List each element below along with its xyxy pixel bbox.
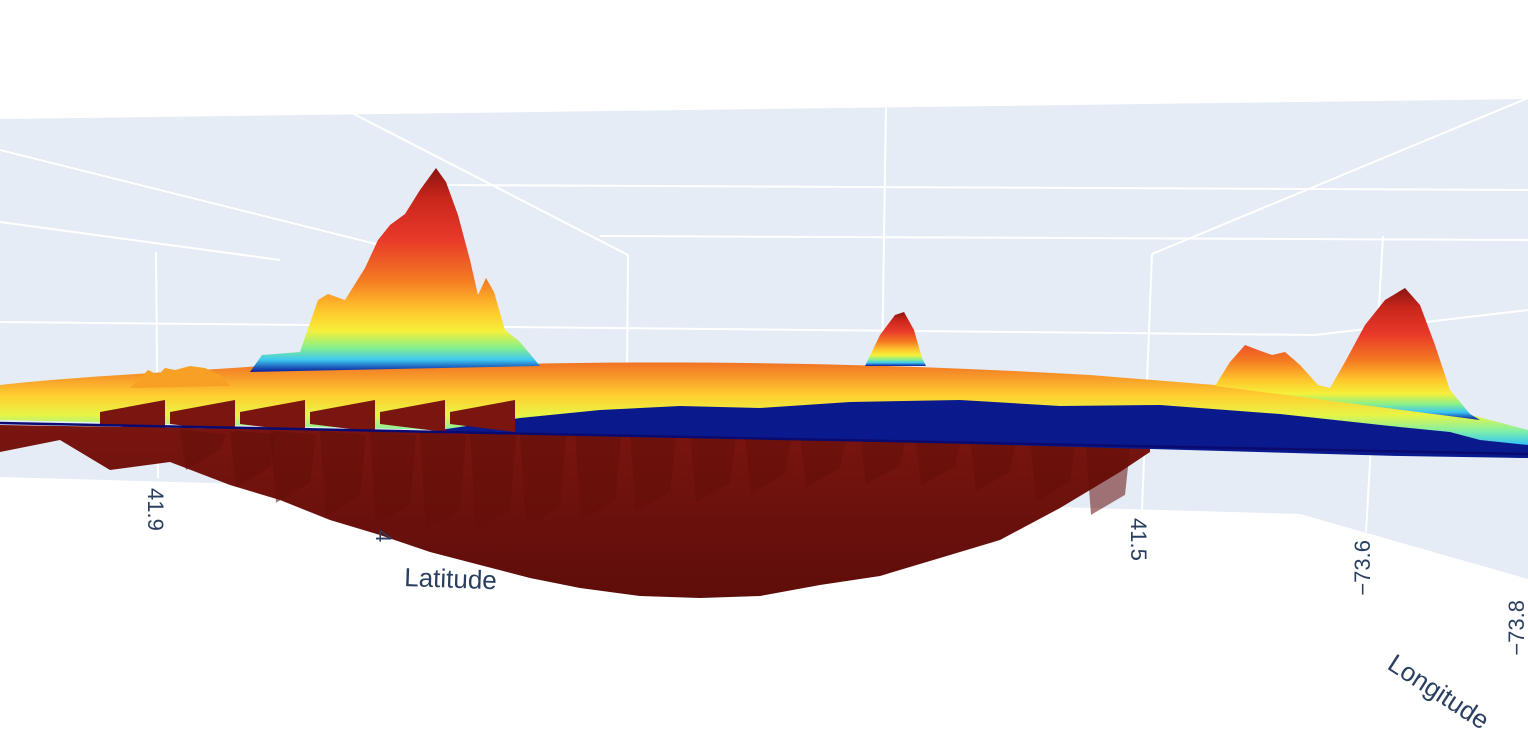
surface-fin bbox=[800, 433, 846, 488]
grid-line bbox=[599, 235, 1528, 241]
surface-wedge bbox=[240, 400, 305, 432]
surface-fin bbox=[745, 433, 791, 494]
x-tick-label: 41.5 bbox=[1126, 518, 1151, 561]
surface-fin bbox=[270, 430, 316, 503]
surface-fin bbox=[915, 434, 961, 487]
surface-fin bbox=[370, 431, 416, 525]
grid-line bbox=[0, 97, 1528, 119]
surface-fin bbox=[575, 432, 621, 521]
surface-fin bbox=[1085, 435, 1131, 515]
surface-fin bbox=[320, 430, 366, 516]
surface-baseline bbox=[0, 421, 1528, 456]
grid-line bbox=[0, 321, 1316, 336]
y-axis-title: Longitude bbox=[1383, 648, 1495, 735]
grid-line bbox=[1151, 97, 1528, 255]
y-tick-label: −73.8 bbox=[1504, 600, 1528, 656]
surface-fin bbox=[420, 431, 466, 530]
surface-wedge bbox=[380, 400, 445, 432]
grid-line bbox=[0, 221, 281, 261]
surface-mesh bbox=[0, 168, 1528, 598]
surface-fin bbox=[630, 432, 676, 512]
grid-line bbox=[0, 149, 381, 246]
surface-wedge bbox=[100, 400, 165, 432]
surface-fin bbox=[470, 431, 516, 531]
surface-peak-main bbox=[250, 168, 540, 372]
grid-line bbox=[349, 111, 629, 256]
surface-fin bbox=[180, 430, 226, 470]
x-axis-title: Latitude bbox=[404, 562, 498, 595]
surface-fin bbox=[690, 433, 736, 503]
surface-fin bbox=[860, 433, 906, 485]
grid-line bbox=[1299, 514, 1528, 581]
surface-low-region bbox=[440, 400, 1528, 458]
surface-fin bbox=[970, 434, 1016, 492]
grid-line bbox=[439, 184, 1528, 191]
surface-peak bbox=[1215, 288, 1480, 420]
surface-wedge bbox=[450, 400, 515, 432]
surface-fin bbox=[1030, 434, 1076, 502]
surface-fin bbox=[230, 430, 276, 488]
surface-peak bbox=[865, 312, 926, 366]
x-tick-label: 41.9 bbox=[143, 488, 168, 531]
surface-peak-small bbox=[130, 366, 230, 388]
surface-wedge bbox=[170, 400, 235, 432]
x-axis: 41.9 4 41.5 Latitude bbox=[143, 488, 1151, 595]
surface-fin bbox=[520, 432, 566, 527]
y-tick-label: −73.6 bbox=[1350, 540, 1375, 596]
x-tick-label: 4 bbox=[371, 530, 396, 542]
surface-wedge bbox=[310, 400, 375, 432]
